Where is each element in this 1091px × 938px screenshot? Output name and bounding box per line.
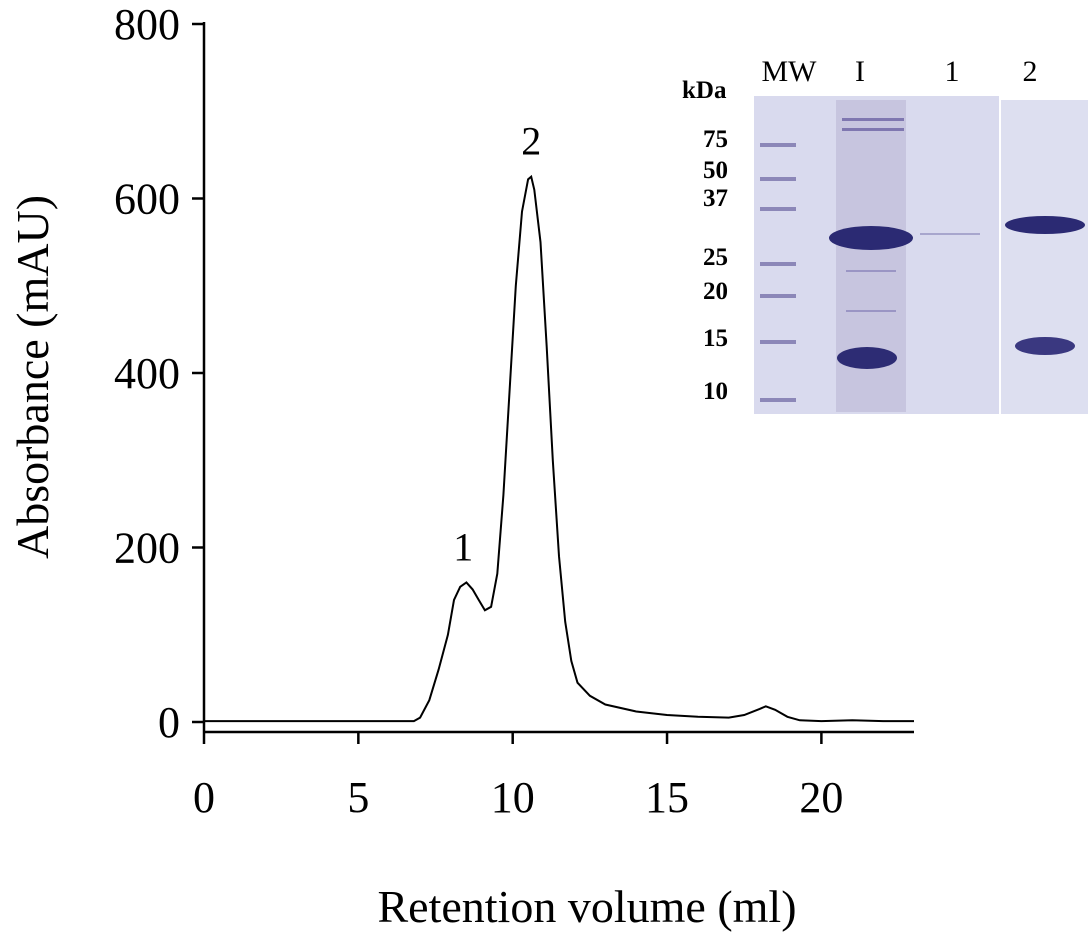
x-axis-ticks: 0 5 10 15 20 [193, 732, 843, 822]
y-tick-label: 400 [114, 349, 180, 398]
absorbance-trace [204, 174, 914, 723]
gel-kda-unit: kDa [682, 77, 727, 104]
y-axis-ticks: 0 200 400 600 800 [114, 0, 204, 747]
gel-lane-label-1: 1 [945, 55, 960, 88]
gel-inset: kDa MW I 1 2 75 50 37 25 20 15 10 [682, 55, 1088, 414]
x-axis-title: Retention volume (ml) [377, 881, 796, 932]
peak-label-1: 1 [453, 524, 473, 569]
gel-lane-1-band [920, 233, 980, 235]
gel-marker-label-50: 50 [703, 157, 728, 184]
gel-lane-i-bands [829, 118, 913, 369]
gel-ladder-bands [760, 143, 796, 402]
x-tick-label: 5 [347, 773, 369, 822]
gel-marker-label-25: 25 [703, 244, 728, 271]
x-tick-label: 0 [193, 773, 215, 822]
gel-marker-label-37: 37 [703, 185, 728, 212]
y-tick-label: 200 [114, 524, 180, 573]
gel-lane-label-2: 2 [1023, 55, 1038, 88]
gel-marker-label-20: 20 [703, 278, 728, 305]
x-tick-label: 15 [645, 773, 689, 822]
gel-panel-right [1001, 100, 1088, 414]
y-axis-title: Absorbance (mAU) [7, 195, 58, 559]
gel-lane-label-i: I [855, 55, 865, 88]
gel-lane-2-bands [1005, 216, 1085, 355]
y-tick-label: 600 [114, 175, 180, 224]
gel-marker-label-10: 10 [703, 378, 728, 405]
gel-marker-label-15: 15 [703, 325, 728, 352]
x-tick-label: 10 [491, 773, 535, 822]
x-tick-label: 20 [799, 773, 843, 822]
y-tick-label: 800 [114, 0, 180, 49]
gel-marker-label-75: 75 [703, 126, 728, 153]
gel-lane-label-mw: MW [762, 55, 818, 88]
y-tick-label: 0 [158, 698, 180, 747]
peak-label-2: 2 [521, 119, 541, 164]
